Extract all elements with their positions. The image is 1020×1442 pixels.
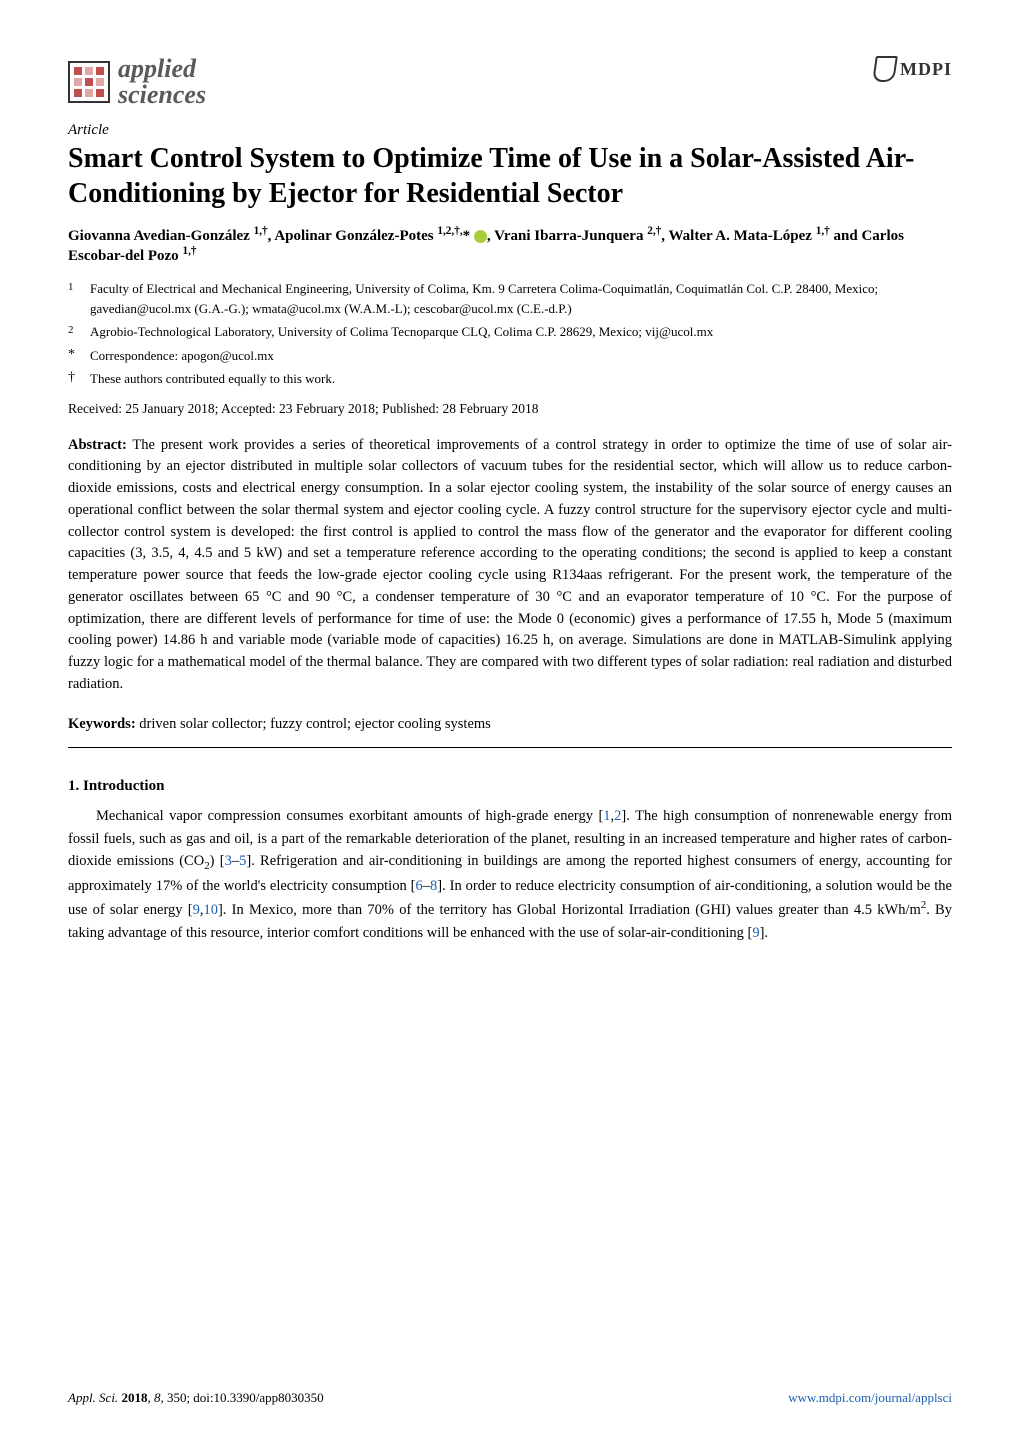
- keywords-block: Keywords: driven solar collector; fuzzy …: [68, 714, 952, 736]
- history-dates: Received: 25 January 2018; Accepted: 23 …: [68, 401, 952, 417]
- ref-link[interactable]: 10: [203, 902, 218, 918]
- publisher-logo: MDPI: [874, 56, 952, 82]
- affiliation-text: Agrobio-Technological Laboratory, Univer…: [90, 324, 713, 339]
- affiliation-marker: *: [68, 344, 75, 365]
- ref-link[interactable]: 9: [752, 925, 759, 941]
- affiliation-item: 1Faculty of Electrical and Mechanical En…: [90, 279, 952, 318]
- ref-link[interactable]: 6: [415, 878, 422, 894]
- affiliation-marker: †: [68, 367, 75, 388]
- abstract-text: The present work provides a series of th…: [68, 437, 952, 692]
- ref-link[interactable]: 3: [225, 853, 232, 869]
- affiliations-block: 1 Faculty of Electrical and Mechanical En…: [68, 279, 952, 389]
- affiliation-marker: 1: [68, 279, 74, 296]
- abstract-label: Abstract:: [68, 437, 127, 453]
- article-title: Smart Control System to Optimize Time of…: [68, 141, 952, 211]
- journal-url-link[interactable]: www.mdpi.com/journal/applsci: [788, 1390, 952, 1405]
- keywords-label: Keywords:: [68, 716, 136, 732]
- keywords-text: driven solar collector; fuzzy control; e…: [139, 716, 491, 732]
- affiliation-marker: 2: [68, 322, 74, 339]
- orcid-icon: [474, 230, 487, 243]
- journal-name-line2: sciences: [118, 82, 206, 108]
- footer-left: Appl. Sci. 2018, 8, 350; doi:10.3390/app…: [68, 1390, 324, 1406]
- section-heading: 1. Introduction: [68, 778, 952, 795]
- ref-link[interactable]: 5: [239, 853, 246, 869]
- journal-name-line1: applied: [118, 56, 206, 82]
- article-type: Article: [68, 122, 952, 139]
- affiliation-text: Correspondence: apogon@ucol.mx: [90, 348, 274, 363]
- publisher-name: MDPI: [900, 59, 952, 80]
- ref-link[interactable]: 2: [614, 808, 621, 824]
- ref-link[interactable]: 8: [430, 878, 437, 894]
- affiliation-item: †These authors contributed equally to th…: [90, 369, 952, 389]
- page-footer: Appl. Sci. 2018, 8, 350; doi:10.3390/app…: [68, 1390, 952, 1406]
- header-row: applied sciences MDPI: [68, 56, 952, 108]
- ref-link[interactable]: 9: [193, 902, 200, 918]
- ref-link[interactable]: 1: [603, 808, 610, 824]
- footer-right: www.mdpi.com/journal/applsci: [788, 1390, 952, 1406]
- authors-text: Giovanna Avedian-González 1,†, Apolinar …: [68, 228, 904, 264]
- page-container: applied sciences MDPI Article Smart Cont…: [0, 0, 1020, 1442]
- intro-body: Mechanical vapor compression consumes ex…: [68, 805, 952, 944]
- abstract-block: Abstract: The present work provides a se…: [68, 435, 952, 696]
- intro-paragraph: Mechanical vapor compression consumes ex…: [68, 805, 952, 944]
- authors-line: Giovanna Avedian-González 1,†, Apolinar …: [68, 225, 952, 265]
- journal-logo: applied sciences: [68, 56, 206, 108]
- affiliation-text: These authors contributed equally to thi…: [90, 371, 335, 386]
- affiliation-item: 2Agrobio-Technological Laboratory, Unive…: [90, 322, 952, 342]
- section-divider: [68, 747, 952, 748]
- journal-name: applied sciences: [118, 56, 206, 108]
- journal-logo-icon: [68, 61, 110, 103]
- mdpi-shape-icon: [872, 56, 898, 82]
- affiliation-text: Faculty of Electrical and Mechanical Eng…: [90, 281, 878, 316]
- affiliation-item: *Correspondence: apogon@ucol.mx: [90, 346, 952, 366]
